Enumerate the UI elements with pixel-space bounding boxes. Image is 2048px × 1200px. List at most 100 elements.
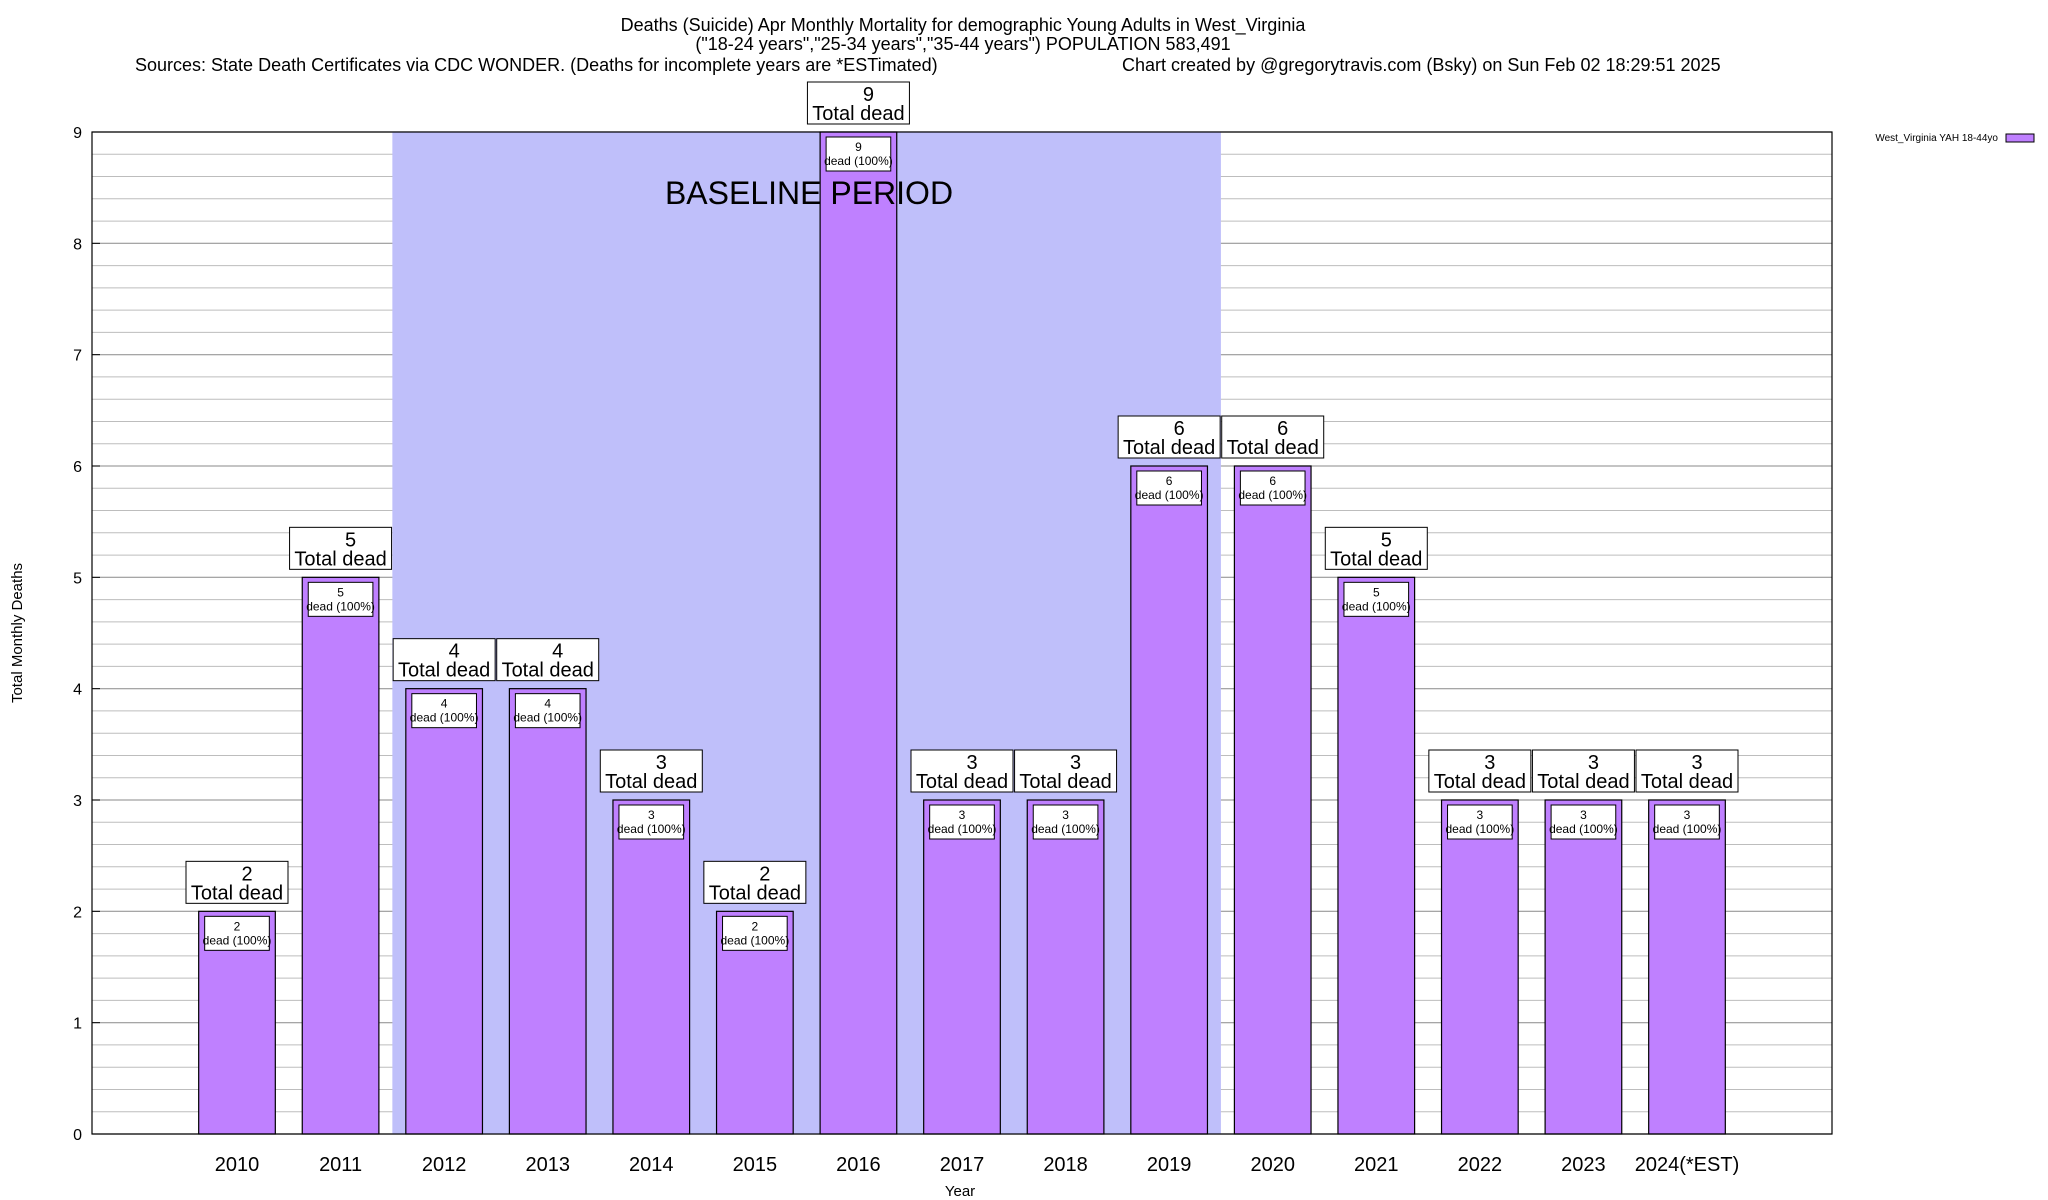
legend-label: West_Virginia YAH 18-44yo [1875, 133, 1998, 144]
bar [1337, 576, 1416, 1135]
bar-inner-pct: dead (100%) [824, 154, 893, 168]
bar-inner-value: 2 [234, 919, 241, 933]
x-tick-label: 2013 [525, 1154, 570, 1176]
bar-total-value: 4 [449, 641, 460, 663]
bar-total-label-box [1117, 415, 1221, 459]
x-tick-label: 2021 [1354, 1154, 1399, 1176]
bar [1544, 799, 1623, 1135]
bar-inner-label-box [307, 581, 374, 617]
bar-inner-pct: dead (100%) [410, 711, 479, 725]
bar-total-value: 4 [552, 641, 563, 663]
bar-total-text: Total dead [294, 548, 386, 570]
bar-cap [1236, 467, 1310, 470]
y-tick-label: 1 [73, 1016, 82, 1033]
bar-total-value: 5 [1381, 529, 1392, 551]
baseline-label: BASELINE PERIOD [665, 175, 953, 211]
bar-inner-label-box [722, 915, 788, 951]
bar-total-value: 5 [345, 529, 356, 551]
bar-cap [1443, 801, 1517, 804]
bar-total-text: Total dead [916, 771, 1008, 793]
x-tick-label: 2023 [1561, 1154, 1606, 1176]
x-tick-label: 2022 [1458, 1154, 1503, 1176]
bar-inner-value: 4 [544, 697, 551, 711]
bar-total-value: 3 [1484, 752, 1495, 774]
y-tick-label: 8 [73, 236, 82, 253]
bar-cap [1650, 801, 1724, 804]
bar-cap [1029, 801, 1102, 804]
bar-total-text: Total dead [502, 660, 594, 682]
bar-total-value: 2 [241, 863, 252, 885]
bar-inner-label-box [825, 136, 892, 172]
bar-inner-label-box [929, 804, 995, 840]
x-tick-label: 2010 [215, 1154, 260, 1176]
bar-inner-pct: dead (100%) [1549, 822, 1618, 836]
bar-cap [614, 801, 688, 804]
bar-cap [407, 689, 481, 693]
bar-inner-pct: dead (100%) [1445, 822, 1514, 836]
bar-total-text: Total dead [1434, 771, 1526, 793]
x-tick-label: 2012 [422, 1154, 467, 1176]
bar-cap [925, 801, 999, 804]
x-tick-label: 2011 [319, 1154, 362, 1176]
bar-inner-label-box [1032, 804, 1099, 840]
bar-inner-label-box [1447, 804, 1513, 840]
bar-cap [200, 912, 274, 916]
bar-inner-pct: dead (100%) [1031, 822, 1100, 836]
bar-total-text: Total dead [191, 882, 283, 904]
bar-inner-value: 6 [1166, 474, 1173, 488]
plot-border [91, 131, 1833, 1135]
bar-inner-pct: dead (100%) [617, 822, 686, 836]
bar [1440, 799, 1519, 1135]
x-tick-label: 2016 [836, 1154, 881, 1176]
bar-inner-label-box [514, 693, 581, 729]
bar-inner-label-box [411, 693, 477, 729]
bar-inner-label-box [1343, 581, 1410, 617]
bar-cap [511, 689, 585, 693]
chart-subtitle: ("18-24 years","25-34 years","35-44 year… [695, 34, 1230, 54]
bar-total-text: Total dead [1330, 548, 1422, 570]
bar [612, 799, 691, 1135]
bar-total-text: Total dead [398, 660, 490, 682]
bar-inner-pct: dead (100%) [1238, 488, 1307, 502]
bar-total-text: Total dead [1123, 437, 1215, 459]
bar-inner-value: 3 [1062, 808, 1069, 822]
bar-total-label-box [1324, 526, 1428, 570]
legend-swatch [2005, 133, 2035, 143]
bar-total-label-box [1428, 749, 1532, 793]
bar-total-text: Total dead [1641, 771, 1733, 793]
bar-total-text: Total dead [1537, 771, 1629, 793]
bar-total-label-box [599, 749, 703, 793]
x-tick-label: 2019 [1147, 1154, 1192, 1176]
bar-total-text: Total dead [605, 771, 697, 793]
bar-total-value: 6 [1277, 418, 1288, 440]
bar-inner-label-box [618, 804, 685, 840]
bar-inner-value: 3 [648, 808, 655, 822]
bar-inner-pct: dead (100%) [1653, 822, 1722, 836]
bar-inner-value: 3 [1580, 808, 1587, 822]
bar-total-value: 6 [1174, 418, 1185, 440]
bar-inner-label-box [1136, 470, 1202, 506]
bar-total-label-box [392, 638, 496, 682]
bar [508, 688, 587, 1135]
bar-total-text: Total dead [1227, 437, 1319, 459]
bar [819, 131, 898, 1135]
x-tick-label: 2024(*EST) [1635, 1154, 1740, 1176]
bar-total-text: Total dead [812, 103, 904, 125]
chart-credit: Chart created by @gregorytravis.com (Bsk… [1122, 55, 1721, 75]
bar [405, 688, 484, 1135]
bar [923, 799, 1001, 1135]
bar-cap [1547, 801, 1620, 804]
bar-inner-value: 2 [752, 919, 759, 933]
bar-total-label-box [1531, 749, 1635, 793]
bar-total-value: 3 [1588, 752, 1599, 774]
y-tick-label: 6 [73, 459, 82, 476]
x-tick-label: 2014 [629, 1154, 674, 1176]
bar-total-text: Total dead [1019, 771, 1111, 793]
y-tick-label: 9 [73, 125, 82, 142]
y-tick-label: 0 [73, 1127, 82, 1144]
bar-total-label-box [703, 860, 807, 904]
bar-inner-label-box [1239, 470, 1306, 506]
chart-title: Deaths (Suicide) Apr Monthly Mortality f… [621, 15, 1307, 36]
bar-cap [822, 133, 895, 136]
